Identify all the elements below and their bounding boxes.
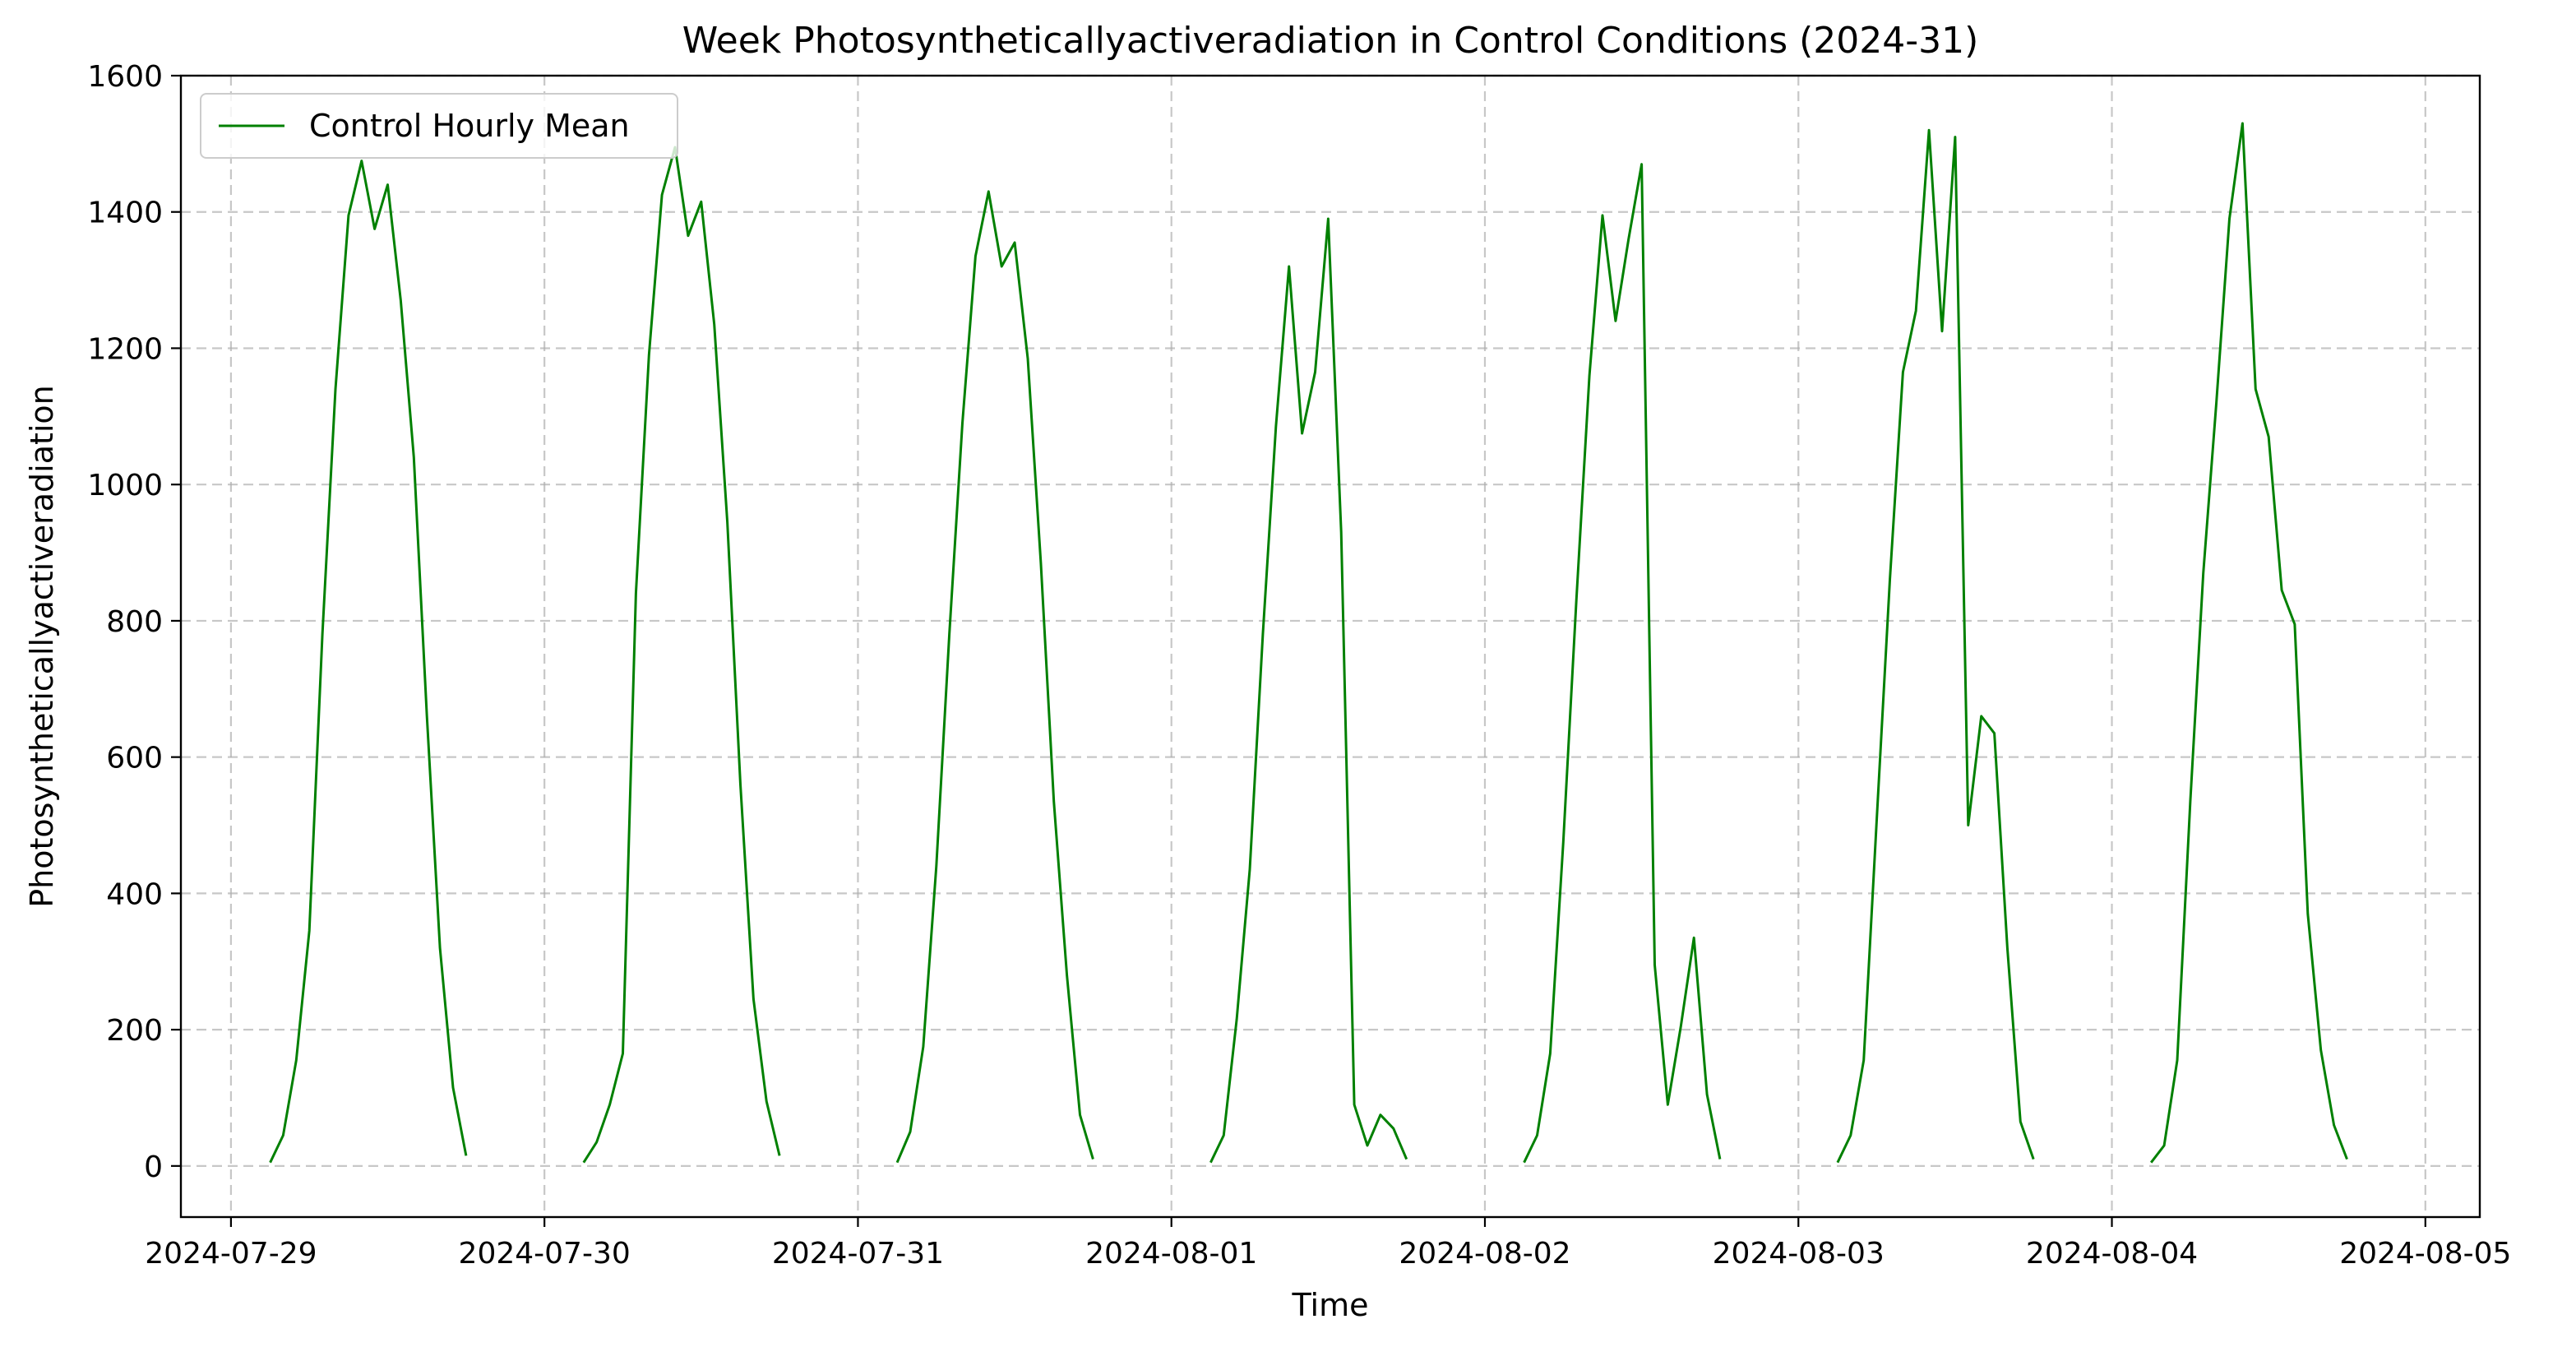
x-tick-label: 2024-08-02 bbox=[1399, 1237, 1570, 1271]
y-tick-label: 1000 bbox=[87, 469, 163, 502]
x-tick-label: 2024-08-04 bbox=[2026, 1237, 2198, 1271]
x-tick-label: 2024-08-03 bbox=[1713, 1237, 1885, 1271]
series-line-segment bbox=[582, 146, 781, 1164]
series-line-segment bbox=[269, 160, 468, 1164]
legend-box bbox=[200, 93, 678, 159]
x-tick-label: 2024-07-29 bbox=[145, 1237, 317, 1271]
y-tick-label: 1400 bbox=[87, 197, 163, 230]
series-line-segment bbox=[1523, 163, 1722, 1164]
y-tick-label: 600 bbox=[106, 742, 163, 775]
x-tick-label: 2024-07-31 bbox=[772, 1237, 944, 1271]
series-line-segment bbox=[1209, 217, 1408, 1164]
series-line-segment bbox=[1836, 128, 2035, 1164]
x-tick-label: 2024-07-30 bbox=[459, 1237, 631, 1271]
x-tick-label: 2024-08-05 bbox=[2339, 1237, 2511, 1271]
series-line-segment bbox=[895, 190, 1094, 1164]
series-layer bbox=[269, 122, 2348, 1164]
y-tick-label: 200 bbox=[106, 1014, 163, 1048]
y-axis: 0 200 400 600 800 1000 1200 1400 1600 bbox=[87, 60, 181, 1184]
x-axis-label: Time bbox=[1292, 1287, 1369, 1323]
y-axis-label: Photosyntheticallyactiveradiation bbox=[24, 385, 60, 908]
legend: Control Hourly Mean bbox=[200, 93, 678, 159]
y-tick-label: 800 bbox=[106, 605, 163, 639]
plot-frame bbox=[179, 74, 2481, 1219]
series-line-segment bbox=[2150, 122, 2348, 1164]
x-tick-label: 2024-08-01 bbox=[1085, 1237, 1257, 1271]
y-tick-label: 0 bbox=[144, 1150, 163, 1184]
chart-title: Week Photosyntheticallyactiveradiation i… bbox=[682, 20, 1979, 62]
y-tick-label: 1200 bbox=[87, 332, 163, 366]
x-axis: 2024-07-29 2024-07-30 2024-07-31 2024-08-01… bbox=[145, 1217, 2511, 1271]
legend-label: Control Hourly Mean bbox=[309, 108, 630, 144]
y-tick-label: 400 bbox=[106, 877, 163, 911]
y-tick-label: 1600 bbox=[87, 60, 163, 94]
